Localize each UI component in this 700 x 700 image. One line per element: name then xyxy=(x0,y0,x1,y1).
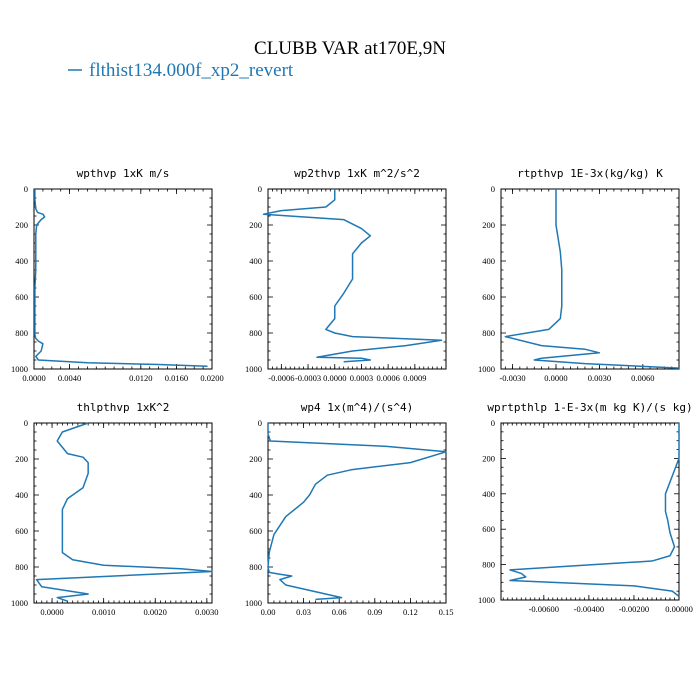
y-tick-label: 400 xyxy=(482,256,495,266)
legend-label: flthist134.000f_xp2_revert xyxy=(89,60,294,81)
x-tick-label: 0.0200 xyxy=(200,373,223,383)
panel-title: wp4 1x(m^4)/(s^4) xyxy=(301,401,414,414)
panel-4: thlpthvp 1xK^2 0.0000 0.0010 0.0020 0.0030 0 2… xyxy=(11,401,219,617)
y-tick-label: 800 xyxy=(482,328,495,338)
x-tick-label: 0.00 xyxy=(261,607,276,617)
y-tick-label: 0 xyxy=(258,418,262,428)
y-tick-label: 600 xyxy=(15,526,28,536)
series-line xyxy=(34,189,208,368)
y-tick-label: 800 xyxy=(482,560,495,570)
y-tick-label: 1000 xyxy=(245,598,262,608)
panel-2: wp2thvp 1xK m^2/s^2 -0.0006 -0.0003 0.0000 0… xyxy=(245,167,447,383)
panel-5: wp4 1x(m^4)/(s^4) 0.00 0.03 0.06 0.09 0.12 0.1… xyxy=(245,401,453,617)
x-tick-label: -0.00200 xyxy=(619,604,649,614)
plot-frame xyxy=(33,188,213,370)
legend: flthist134.000f_xp2_revert xyxy=(68,60,294,81)
y-tick-label: 0 xyxy=(24,184,28,194)
panel-3: rtpthvp 1E-3x(kg/kg) K -0.0030 0.0000 0.003… xyxy=(478,167,680,383)
x-tick-label: 0.09 xyxy=(367,607,382,617)
panel-title: rtpthvp 1E-3x(kg/kg) K xyxy=(517,167,663,180)
y-tick-label: 400 xyxy=(249,490,262,500)
y-tick-label: 600 xyxy=(482,292,495,302)
x-tick-label: -0.0003 xyxy=(295,373,321,383)
panel-title: thlpthvp 1xK^2 xyxy=(77,401,170,414)
y-tick-label: 800 xyxy=(15,562,28,572)
y-tick-label: 600 xyxy=(249,526,262,536)
y-tick-label: 200 xyxy=(249,454,262,464)
x-tick-label: 0.0000 xyxy=(544,373,567,383)
y-tick-label: 1000 xyxy=(11,364,28,374)
x-tick-label: 0.0120 xyxy=(129,373,152,383)
figure-title: CLUBB VAR at170E,9N xyxy=(254,38,446,59)
x-tick-label: 0.03 xyxy=(296,607,311,617)
x-tick-label: -0.0030 xyxy=(499,373,525,383)
x-tick-label: 0.00000 xyxy=(665,604,693,614)
y-tick-label: 200 xyxy=(482,453,495,463)
series-line xyxy=(509,423,680,598)
y-tick-label: 1000 xyxy=(478,364,495,374)
panel-title: wp2thvp 1xK m^2/s^2 xyxy=(294,167,420,180)
x-tick-label: 0.0000 xyxy=(22,373,45,383)
x-tick-label: 0.0010 xyxy=(92,607,115,617)
y-tick-label: 1000 xyxy=(478,595,495,605)
y-tick-label: 800 xyxy=(249,562,262,572)
y-tick-label: 800 xyxy=(249,328,262,338)
y-tick-label: 200 xyxy=(249,220,262,230)
panel-title: wprtpthlp 1-E-3x(m kg K)/(s kg) xyxy=(487,401,692,414)
x-tick-label: 0.0060 xyxy=(631,373,654,383)
x-tick-label: 0.0160 xyxy=(165,373,188,383)
x-tick-label: -0.00600 xyxy=(529,604,559,614)
x-tick-label: 0.06 xyxy=(332,607,347,617)
y-tick-label: 1000 xyxy=(11,598,28,608)
x-tick-label: 0.0030 xyxy=(195,607,218,617)
y-tick-label: 200 xyxy=(15,220,28,230)
panels: wpthvp 1xK m/s0.0000 0.0040 0.0120 0.0160 0.… xyxy=(11,167,693,617)
x-tick-label: 0.15 xyxy=(439,607,454,617)
x-tick-label: -0.0006 xyxy=(268,373,294,383)
x-tick-label: -0.00400 xyxy=(574,604,604,614)
y-tick-label: 0 xyxy=(491,418,495,428)
x-tick-label: 0.0030 xyxy=(588,373,611,383)
y-tick-label: 0 xyxy=(491,184,495,194)
y-tick-label: 400 xyxy=(15,256,28,266)
x-tick-label: 0.0009 xyxy=(403,373,426,383)
panel-1: wpthvp 1xK m/s 0.0000 0.0040 0.0120 0.0160 0.… xyxy=(11,167,224,383)
y-tick-label: 400 xyxy=(482,489,495,499)
y-tick-label: 800 xyxy=(15,328,28,338)
y-tick-label: 200 xyxy=(482,220,495,230)
panel-6: wprtpthlp 1-E-3x(m kg K)/(s kg) -0.00600 -… xyxy=(478,401,693,614)
y-tick-label: 1000 xyxy=(245,364,262,374)
x-tick-label: 0.0040 xyxy=(58,373,81,383)
x-tick-label: 0.12 xyxy=(403,607,418,617)
y-tick-label: 400 xyxy=(249,256,262,266)
series-line xyxy=(262,189,443,363)
x-tick-label: 0.0020 xyxy=(144,607,167,617)
series-line xyxy=(267,423,447,601)
series-line xyxy=(504,189,680,369)
x-tick-label: 0.0006 xyxy=(376,373,399,383)
x-tick-label: 0.0000 xyxy=(323,373,346,383)
y-tick-label: 600 xyxy=(15,292,28,302)
series-line xyxy=(35,422,213,602)
plot-frame xyxy=(500,422,680,601)
y-tick-label: 0 xyxy=(24,418,28,428)
y-tick-label: 200 xyxy=(15,454,28,464)
x-tick-label: 0.0003 xyxy=(350,373,373,383)
x-tick-label: 0.0000 xyxy=(40,607,63,617)
y-tick-label: 400 xyxy=(15,490,28,500)
y-tick-label: 600 xyxy=(482,524,495,534)
y-tick-label: 0 xyxy=(258,184,262,194)
y-tick-label: 600 xyxy=(249,292,262,302)
panel-title: wpthvp 1xK m/s xyxy=(77,167,170,180)
